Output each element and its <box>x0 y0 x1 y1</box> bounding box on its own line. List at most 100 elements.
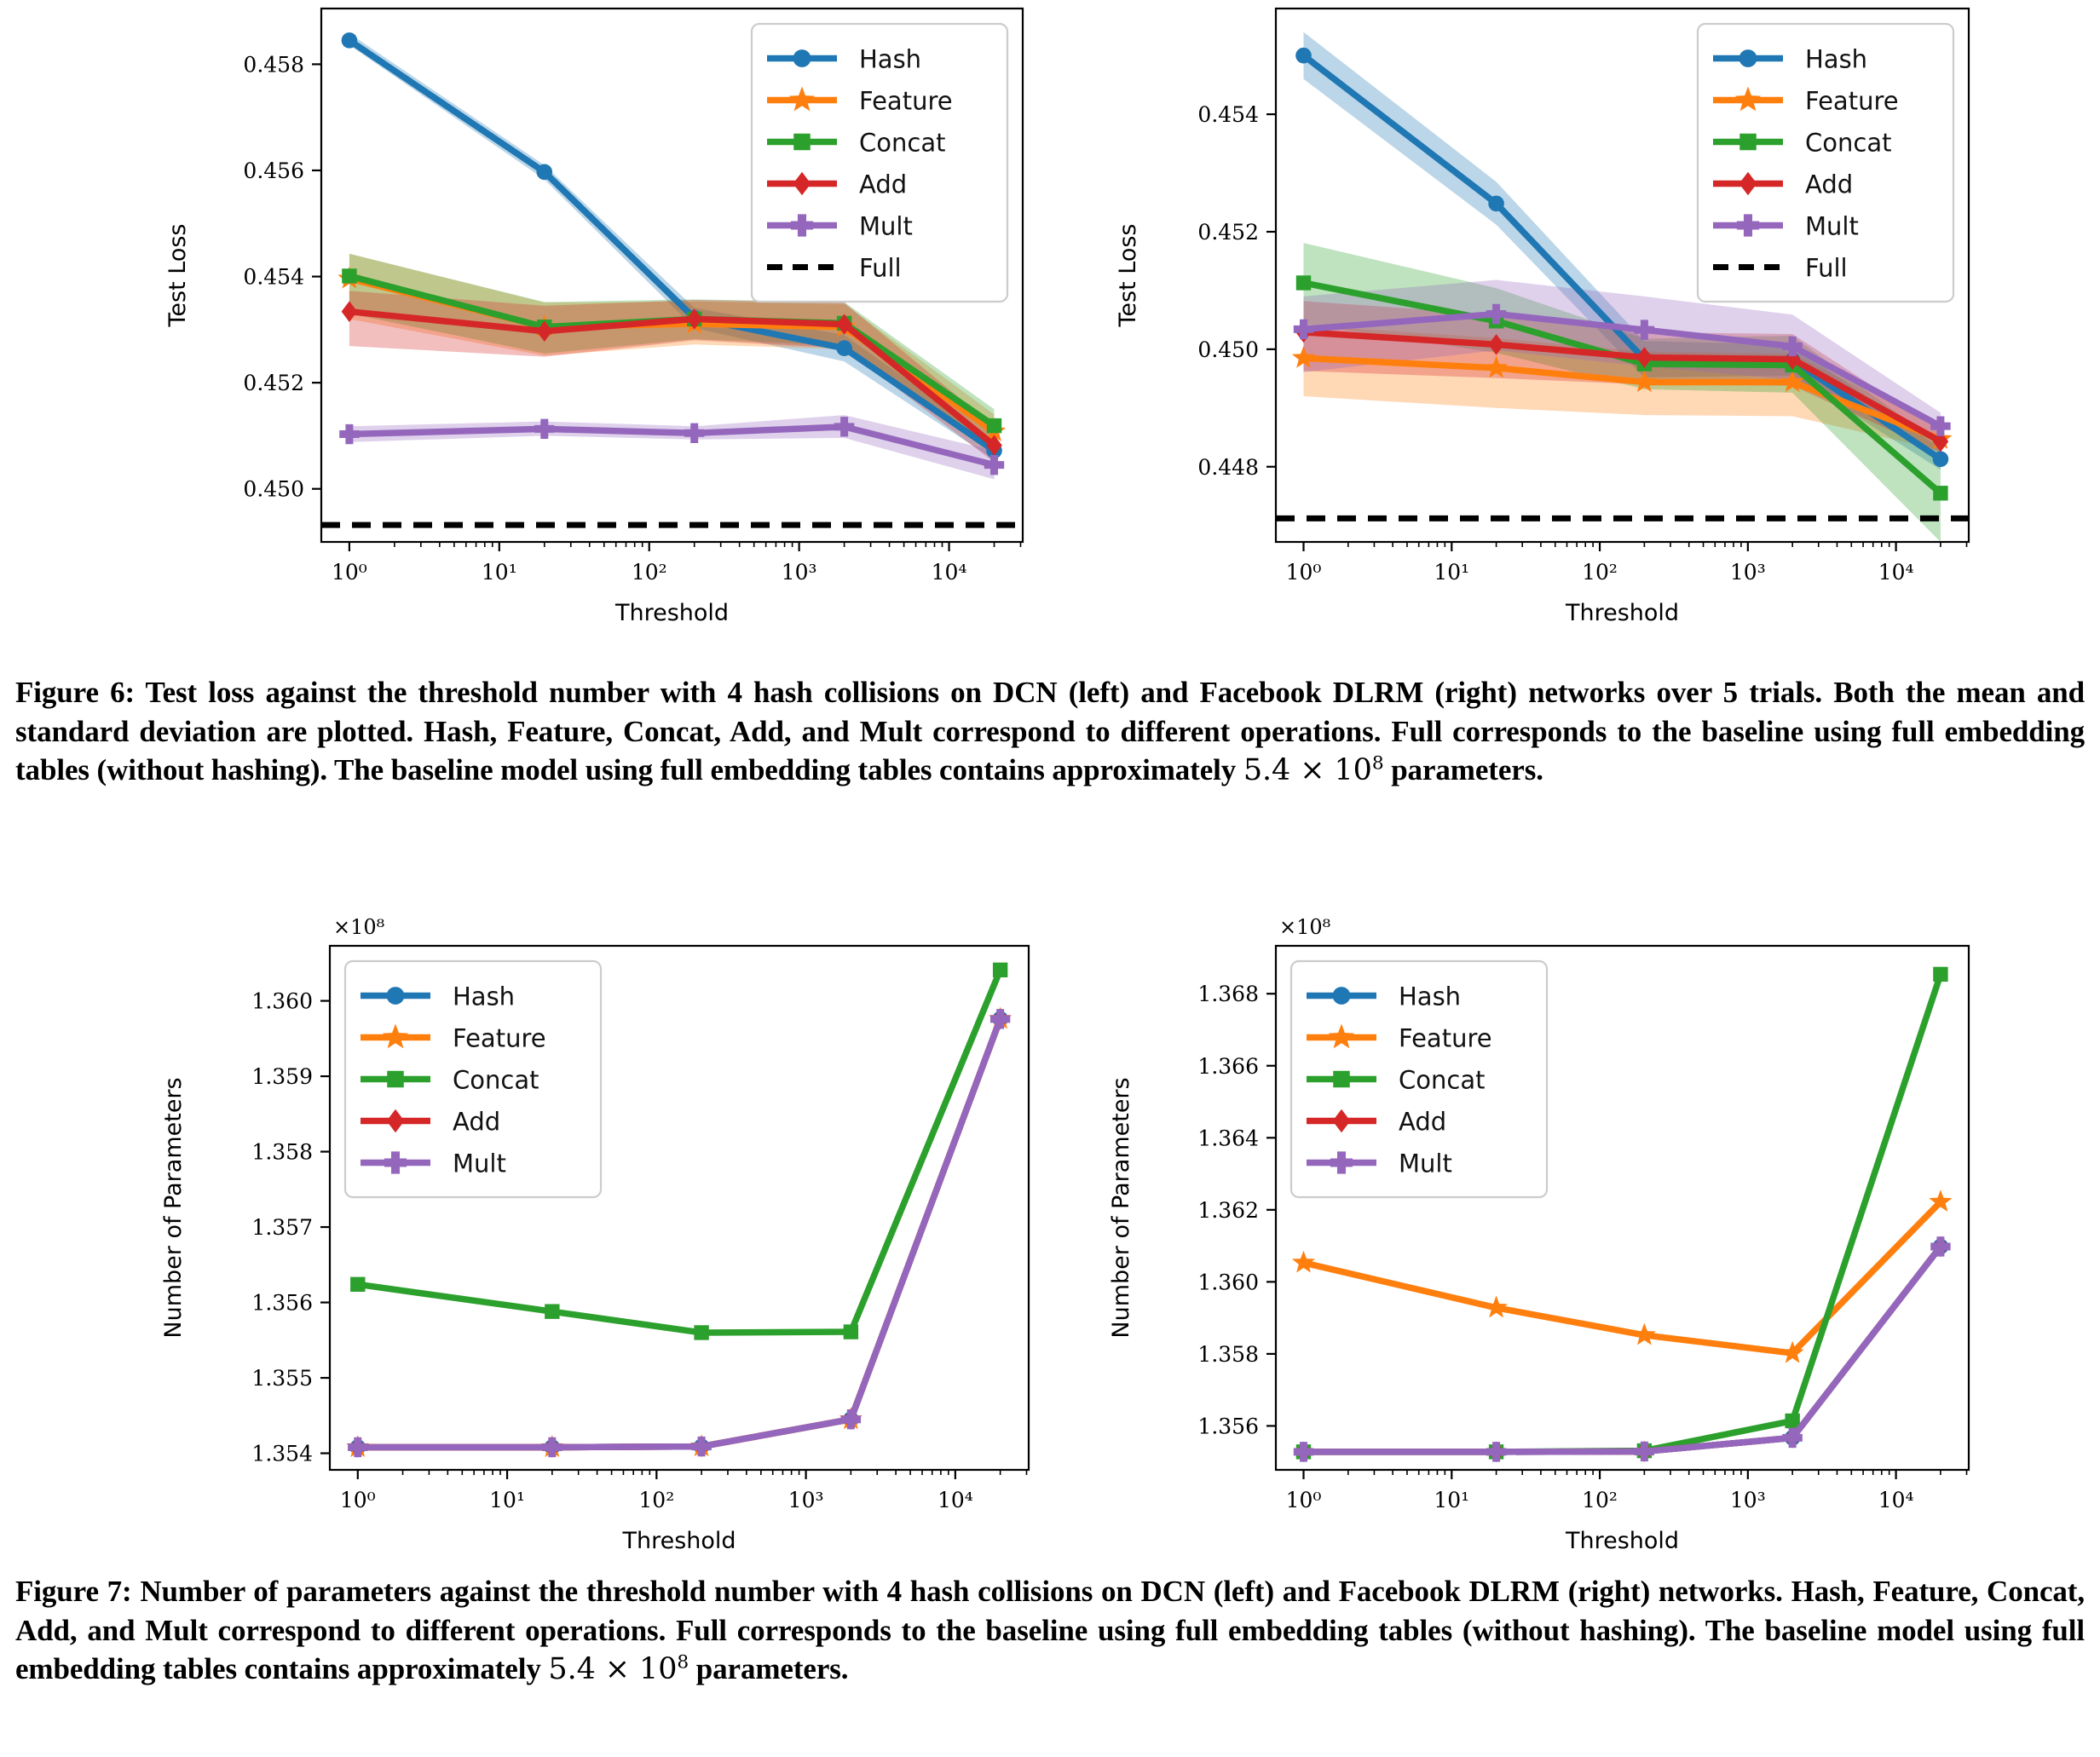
data-point-marker <box>793 133 811 151</box>
y-axis-ticks <box>312 63 321 490</box>
legend-label-mult: Mult <box>1805 212 1859 241</box>
data-point-marker <box>989 1009 1011 1029</box>
x-tick-label: 10² <box>638 1488 674 1512</box>
y-tick-label: 0.452 <box>1197 220 1259 245</box>
figure7-caption-prefix: Figure 7: <box>15 1575 132 1608</box>
legend-item-add[interactable]: Add <box>1307 1108 1446 1137</box>
data-point-marker <box>1333 1070 1350 1088</box>
legend-item-feature[interactable]: Feature <box>1713 87 1899 116</box>
y-tick-label: 0.452 <box>243 371 304 395</box>
series-markers-mult <box>339 417 1005 475</box>
chart-svg-fig7-left: 10⁰ 10¹ 10² 10³ 10⁴ Threshold 1.354 1.355 1.356 1… <box>160 915 1030 1554</box>
x-axis-label: Threshold <box>1565 1528 1679 1554</box>
figure7-caption-body: Number of parameters against the thresho… <box>15 1575 2086 1685</box>
legend-label-full: Full <box>859 254 902 283</box>
legend-item-mult[interactable]: Mult <box>1713 212 1859 241</box>
y-tick-label: 1.360 <box>1197 1270 1259 1294</box>
y-tick-label: 1.358 <box>251 1140 313 1165</box>
data-point-marker <box>1930 1236 1951 1257</box>
y-axis-label: Test Loss <box>164 224 191 328</box>
legend-label-concat: Concat <box>859 129 945 158</box>
x-tick-label: 10⁰ <box>340 1488 376 1512</box>
legend-label-feature: Feature <box>859 87 953 116</box>
legend-item-full[interactable]: Full <box>1713 254 1848 283</box>
data-point-marker <box>384 1151 407 1174</box>
chart-fig6-left: 10⁰ 10¹ 10² 10³ 10⁴ Threshold 0.450 0.452 0.454 0… <box>112 0 1050 622</box>
data-point-marker <box>1636 347 1653 368</box>
legend-label-add: Add <box>1399 1108 1446 1137</box>
legend-item-concat[interactable]: Concat <box>361 1066 539 1095</box>
y-tick-label: 0.454 <box>1197 102 1259 127</box>
legend-item-add[interactable]: Add <box>361 1108 500 1137</box>
legend-item-add[interactable]: Add <box>767 170 907 199</box>
data-point-marker <box>386 987 405 1005</box>
x-tick-label: 10⁴ <box>932 560 967 585</box>
x-tick-label: 10⁴ <box>1878 560 1914 585</box>
legend-item-concat[interactable]: Concat <box>1307 1066 1485 1095</box>
data-point-marker <box>1328 1023 1355 1049</box>
legend-item-concat[interactable]: Concat <box>767 129 945 158</box>
legend-item-mult[interactable]: Mult <box>361 1149 506 1178</box>
x-tick-label: 10² <box>1582 1488 1618 1512</box>
data-point-marker <box>1933 486 1948 501</box>
data-point-marker <box>534 418 555 440</box>
legend-item-hash[interactable]: Hash <box>1713 45 1867 74</box>
data-point-marker <box>1632 1322 1656 1345</box>
legend-item-concat[interactable]: Concat <box>1713 129 1891 158</box>
data-point-marker <box>790 214 814 237</box>
data-point-marker <box>1736 214 1760 237</box>
figure7-charts: 10⁰ 10¹ 10² 10³ 10⁴ Threshold 1.354 1.355 1.356 1… <box>0 907 2100 1555</box>
legend-item-mult[interactable]: Mult <box>767 212 913 241</box>
y-axis-label: Test Loss <box>1115 224 1141 328</box>
data-point-marker <box>984 454 1005 475</box>
legend-label-add: Add <box>1805 170 1853 199</box>
legend-item-hash[interactable]: Hash <box>1307 982 1461 1011</box>
data-point-marker <box>1486 303 1507 325</box>
x-tick-label: 10⁴ <box>938 1488 973 1512</box>
legend-label-concat: Concat <box>453 1066 539 1095</box>
chart-fig7-right: 10⁰ 10¹ 10² 10³ 10⁴ Threshold 1.356 1.358 1.360 1… <box>1050 907 1988 1555</box>
data-point-marker <box>545 1304 560 1319</box>
data-point-marker <box>386 1109 405 1133</box>
data-point-marker <box>694 1325 709 1340</box>
legend-item-hash[interactable]: Hash <box>361 982 515 1011</box>
y-tick-label: 1.355 <box>251 1366 313 1391</box>
data-point-marker <box>788 86 816 112</box>
figure7-caption-tail: parameters. <box>689 1652 849 1685</box>
figure7-caption-math: 5.4 × 10 <box>548 1652 678 1686</box>
data-point-marker <box>1295 275 1312 291</box>
legend-label-hash: Hash <box>1805 45 1867 74</box>
legend-item-feature[interactable]: Feature <box>1307 1024 1492 1053</box>
data-point-marker <box>1332 1109 1351 1133</box>
x-tick-label: 10⁴ <box>1878 1488 1914 1512</box>
data-point-marker <box>1932 451 1949 468</box>
legend-box <box>343 959 603 1199</box>
legend-item-add[interactable]: Add <box>1713 170 1853 199</box>
plot-area <box>346 962 1012 1458</box>
legend-item-hash[interactable]: Hash <box>767 45 921 74</box>
legend-item-feature[interactable]: Feature <box>361 1024 546 1053</box>
data-point-marker <box>341 32 358 49</box>
y-tick-label: 1.358 <box>1197 1342 1259 1367</box>
x-axis-ticks <box>1302 1470 1968 1479</box>
data-point-marker <box>1734 86 1762 112</box>
data-point-marker <box>348 1437 368 1458</box>
legend-item-mult[interactable]: Mult <box>1307 1149 1452 1178</box>
x-axis-ticks <box>1302 542 1968 551</box>
x-axis-label: Threshold <box>1565 600 1679 622</box>
legend-item-feature[interactable]: Feature <box>767 87 953 116</box>
data-point-marker <box>1488 334 1504 355</box>
data-point-marker <box>1293 1442 1314 1462</box>
data-point-marker <box>1632 370 1656 392</box>
data-point-marker <box>1330 1151 1353 1174</box>
data-point-marker <box>1291 345 1316 368</box>
y-tick-label: 1.360 <box>251 989 313 1014</box>
data-point-marker <box>793 171 811 196</box>
data-point-marker <box>382 1023 409 1049</box>
legend-item-full[interactable]: Full <box>767 254 902 283</box>
y-tick-label: 1.356 <box>1197 1414 1259 1438</box>
data-point-marker <box>1782 336 1803 357</box>
data-point-marker <box>1782 1427 1803 1449</box>
x-tick-label: 10⁰ <box>332 560 367 585</box>
